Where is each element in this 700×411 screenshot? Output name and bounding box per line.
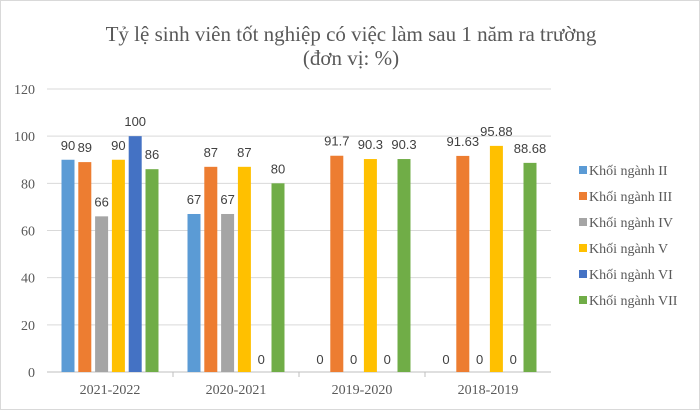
data-label: 80: [271, 161, 285, 176]
bar: [489, 145, 503, 372]
data-label: 0: [384, 352, 391, 367]
data-label: 0: [476, 352, 483, 367]
bar: [271, 183, 285, 372]
legend-swatch: [579, 192, 587, 200]
x-tick-label: 2021-2022: [80, 383, 141, 398]
y-tick-label: 60: [21, 225, 35, 240]
legend-entry: Khối ngành II: [589, 164, 668, 179]
bar: [221, 213, 235, 372]
data-label: 86: [145, 147, 159, 162]
data-label: 91.63: [447, 134, 480, 149]
data-label: 67: [220, 192, 234, 207]
y-tick-label: 40: [21, 272, 35, 287]
data-label: 66: [94, 194, 108, 209]
chart-title: Tỷ lệ sinh viên tốt nghiệp có việc làm s…: [106, 22, 597, 46]
bar: [237, 166, 251, 372]
data-label: 0: [350, 352, 357, 367]
bar: [95, 216, 109, 372]
bar: [145, 169, 159, 372]
bar: [363, 159, 377, 372]
legend-swatch: [579, 270, 587, 278]
data-label: 90: [111, 138, 125, 153]
data-label: 0: [316, 352, 323, 367]
y-tick-label: 100: [14, 130, 35, 145]
bar: [78, 162, 92, 372]
data-label: 88.68: [514, 141, 547, 156]
y-tick-label: 0: [28, 366, 35, 381]
data-label: 87: [237, 145, 251, 160]
bar: [128, 136, 142, 372]
bar: [456, 155, 470, 372]
data-label: 67: [187, 192, 201, 207]
legend-swatch: [579, 244, 587, 252]
data-label: 0: [510, 352, 517, 367]
bar: [61, 159, 75, 372]
x-tick-label: 2018-2019: [458, 383, 519, 398]
data-label: 100: [124, 114, 146, 129]
legend-swatch: [579, 296, 587, 304]
data-label: 0: [442, 352, 449, 367]
legend-swatch: [579, 218, 587, 226]
y-tick-label: 120: [14, 83, 35, 98]
legend-entry: Khối ngành V: [589, 242, 668, 257]
data-label: 0: [258, 352, 265, 367]
data-label: 90.3: [358, 137, 383, 152]
legend-entry: Khối ngành III: [589, 190, 673, 205]
data-label: 89: [78, 140, 92, 155]
bar: [330, 155, 344, 372]
chart-subtitle: (đơn vị: %): [303, 46, 399, 70]
legend-entry: Khối ngành IV: [589, 216, 673, 231]
bar: [523, 162, 537, 372]
bar: [204, 166, 218, 372]
y-tick-label: 80: [21, 177, 35, 192]
bar: [187, 213, 201, 372]
y-tick-label: 20: [21, 319, 35, 334]
data-label: 95.88: [480, 124, 513, 139]
data-label: 91.7: [324, 134, 349, 149]
data-label: 87: [204, 145, 218, 160]
legend-swatch: [579, 166, 587, 174]
data-label: 90: [61, 138, 75, 153]
x-tick-label: 2020-2021: [206, 383, 267, 398]
legend-entry: Khối ngành VI: [589, 268, 673, 283]
bar: [397, 159, 411, 372]
data-label: 90.3: [391, 137, 416, 152]
x-tick-label: 2019-2020: [332, 383, 393, 398]
bar: [111, 159, 125, 372]
legend-entry: Khối ngành VII: [589, 294, 678, 309]
